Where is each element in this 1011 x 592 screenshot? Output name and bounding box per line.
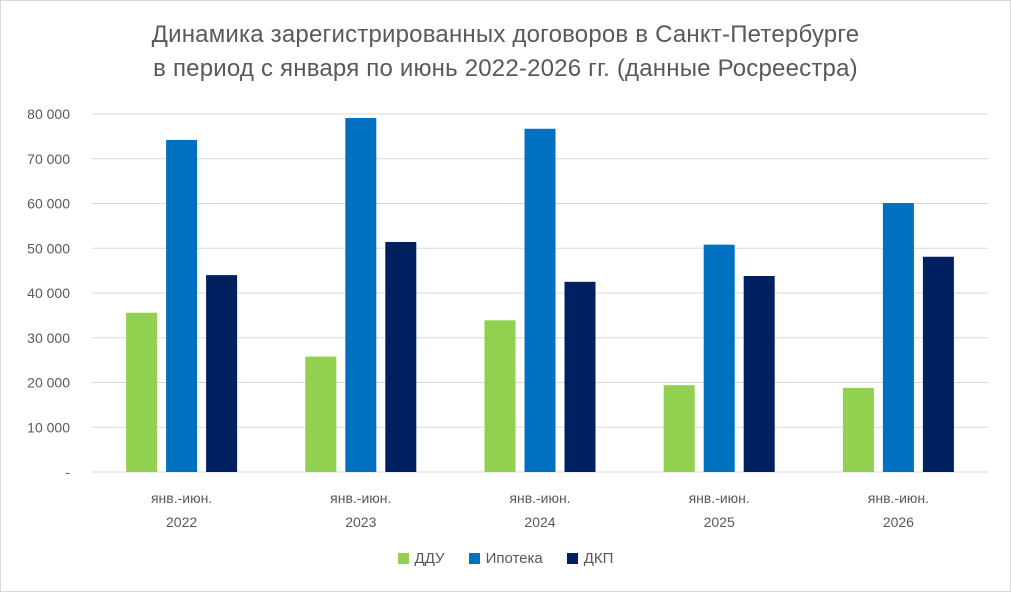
bar-Ипотека — [345, 118, 377, 472]
y-tick-label: 20 000 — [27, 375, 70, 391]
legend-label: Ипотека — [485, 550, 543, 567]
bar-ДКП — [385, 241, 417, 472]
legend-swatch — [397, 553, 409, 564]
bar-ДКП — [922, 256, 954, 472]
legend-swatch — [566, 553, 578, 564]
chart-title-line-2: в период с января по июнь 2022-2026 гг. … — [153, 55, 858, 82]
y-tick-label: - — [65, 464, 70, 480]
bar-Ипотека — [166, 139, 198, 472]
x-category-label-year: 2024 — [524, 514, 555, 530]
y-tick-label: 40 000 — [27, 285, 70, 301]
y-tick-label: 60 000 — [27, 196, 70, 212]
x-category-label-period: янв.-июн. — [689, 490, 750, 506]
legend-label: ДДУ — [414, 550, 445, 567]
chart-legend: ДДУ Ипотека ДКП — [0, 550, 1011, 567]
y-tick-label: 50 000 — [27, 240, 70, 256]
x-category-label-year: 2023 — [345, 514, 376, 530]
bar-ДДУ — [305, 356, 337, 472]
y-tick-label: 10 000 — [27, 419, 70, 435]
bar-Ипотека — [882, 203, 914, 473]
bar-Ипотека — [524, 128, 556, 472]
bar-ДДУ — [126, 312, 158, 472]
legend-item: ДДУ — [397, 550, 445, 567]
legend-swatch — [468, 553, 480, 564]
x-category-label-period: янв.-июн. — [868, 490, 929, 506]
y-tick-label: 80 000 — [27, 106, 70, 122]
x-category-label-year: 2026 — [883, 514, 914, 530]
bar-ДКП — [206, 275, 238, 472]
y-tick-label: 70 000 — [27, 151, 70, 167]
x-category-label-year: 2025 — [704, 514, 735, 530]
x-category-label-year: 2022 — [166, 514, 197, 530]
y-tick-label: 30 000 — [27, 330, 70, 346]
bar-ДДУ — [663, 385, 695, 472]
x-category-label-period: янв.-июн. — [151, 490, 212, 506]
x-category-label-period: янв.-июн. — [509, 490, 570, 506]
bar-ДКП — [564, 281, 596, 472]
bar-ДДУ — [484, 320, 516, 472]
legend-label: ДКП — [583, 550, 614, 567]
legend-item: ДКП — [566, 550, 614, 567]
chart-title-line-1: Динамика зарегистрированных договоров в … — [151, 21, 860, 48]
bar-ДДУ — [842, 387, 874, 472]
x-category-label-period: янв.-июн. — [330, 490, 391, 506]
bar-Ипотека — [703, 244, 735, 472]
bar-ДКП — [743, 275, 775, 472]
legend-item: Ипотека — [468, 550, 543, 567]
chart-title: Динамика зарегистрированных договоров в … — [0, 18, 1011, 86]
